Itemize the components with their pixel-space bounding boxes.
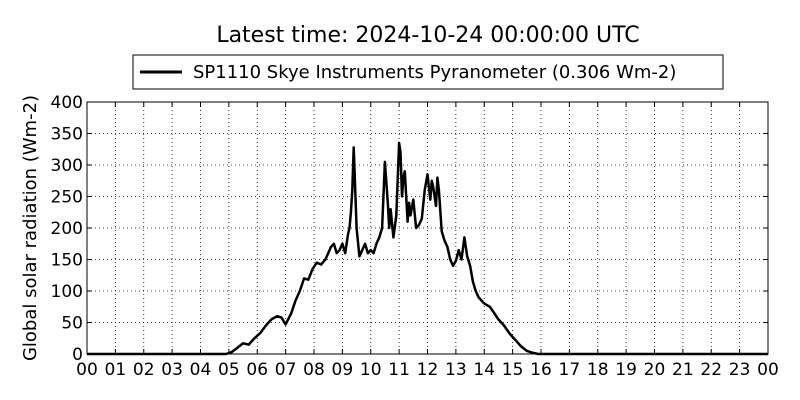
x-tick-label: 08 [303,360,325,380]
y-tick-label: 250 [51,188,83,208]
x-tick-label: 06 [246,360,268,380]
series-line [87,141,768,356]
legend-entry: SP1110 Skye Instruments Pyranometer (0.3… [193,62,676,83]
x-tick-label: 23 [729,360,751,380]
y-tick-label: 100 [51,282,83,302]
y-tick-label: 350 [51,125,83,145]
series-layer [87,141,768,356]
x-tick-label: 17 [559,360,581,380]
x-tick-label: 14 [473,360,495,380]
x-tick-label: 21 [672,360,694,380]
legend-box [132,54,724,90]
x-tick-label: 09 [332,360,354,380]
x-tick-label: 03 [161,360,183,380]
legend: SP1110 Skye Instruments Pyranometer (0.3… [132,54,724,90]
x-tick-label: 15 [502,360,524,380]
x-tick-label: 18 [587,360,609,380]
x-tick-label: 19 [615,360,637,380]
axis-ticks: 00 01 02 03 04 05 06 07 08 09 10 11 12 13 14 15 16 17 18 19… [51,93,779,380]
x-tick-label: 00 [757,360,779,380]
chart-title: Latest time: 2024-10-24 00:00:00 UTC [216,23,639,48]
y-tick-label: 400 [51,93,83,113]
x-tick-label: 07 [275,360,297,380]
y-tick-label: 0 [72,345,83,365]
x-tick-label: 20 [644,360,666,380]
y-tick-label: 50 [61,314,83,334]
x-tick-label: 04 [190,360,212,380]
x-tick-label: 05 [218,360,240,380]
x-tick-label: 00 [76,360,98,380]
y-tick-label: 150 [51,251,83,271]
x-tick-label: 16 [530,360,552,380]
x-tick-label: 10 [360,360,382,380]
y-tick-label: 300 [51,156,83,176]
x-tick-label: 12 [417,360,439,380]
x-tick-label: 22 [700,360,722,380]
y-axis-label: Global solar radiation (Wm-2) [20,95,41,361]
x-tick-label: 11 [388,360,410,380]
y-tick-label: 200 [51,219,83,239]
x-tick-label: 13 [445,360,467,380]
x-tick-label: 01 [105,360,127,380]
gridlines [87,102,768,354]
x-tick-label: 02 [133,360,155,380]
